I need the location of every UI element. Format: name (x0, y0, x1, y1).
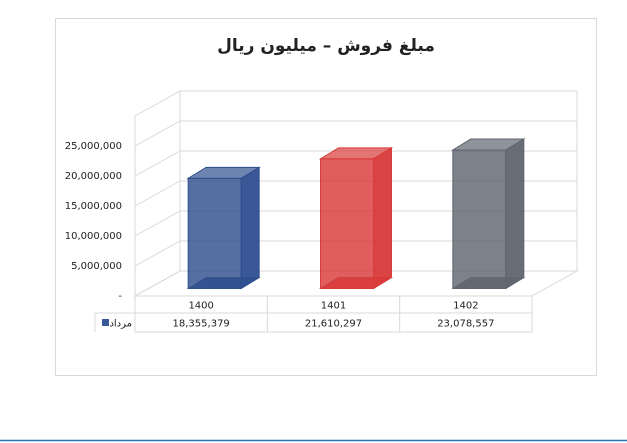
grid-line (134, 180, 577, 207)
bar-face (318, 147, 394, 160)
grid-line (134, 270, 577, 297)
bar (186, 166, 261, 290)
x-tick-label: 1400 (188, 301, 213, 312)
x-tick-label: 1402 (453, 301, 478, 312)
data-table-value: 21,610,297 (305, 319, 362, 330)
y-tick-label: 10,000,000 (65, 231, 122, 242)
grid-line (134, 210, 577, 237)
grid-line (134, 120, 577, 147)
bar-face (187, 177, 242, 289)
data-table-grid (94, 296, 533, 333)
chart-title: مبلغ فروش – میلیون ریال (217, 36, 435, 56)
grid-line (134, 150, 577, 177)
bar-face (451, 138, 526, 151)
data-table-value: 23,078,557 (437, 319, 494, 330)
grid-line (134, 240, 577, 267)
bar-face (240, 166, 260, 290)
legend-key (102, 319, 109, 326)
y-tick-label: 20,000,000 (65, 171, 122, 182)
data-table-value: 18,355,379 (173, 319, 230, 330)
x-tick-label: 1401 (321, 301, 346, 312)
bar-face (186, 166, 261, 179)
legend-label: مرداد (109, 319, 132, 330)
bar (451, 138, 526, 290)
y-tick-label: - (118, 291, 122, 302)
bar-face (452, 149, 507, 289)
bar-face (373, 146, 392, 290)
bar (318, 146, 394, 290)
y-tick-label: 25,000,000 (65, 141, 122, 152)
y-tick-label: 15,000,000 (65, 201, 122, 212)
bar-face (505, 138, 525, 290)
bar-face (320, 158, 374, 289)
y-tick-label: 5,000,000 (71, 261, 122, 272)
